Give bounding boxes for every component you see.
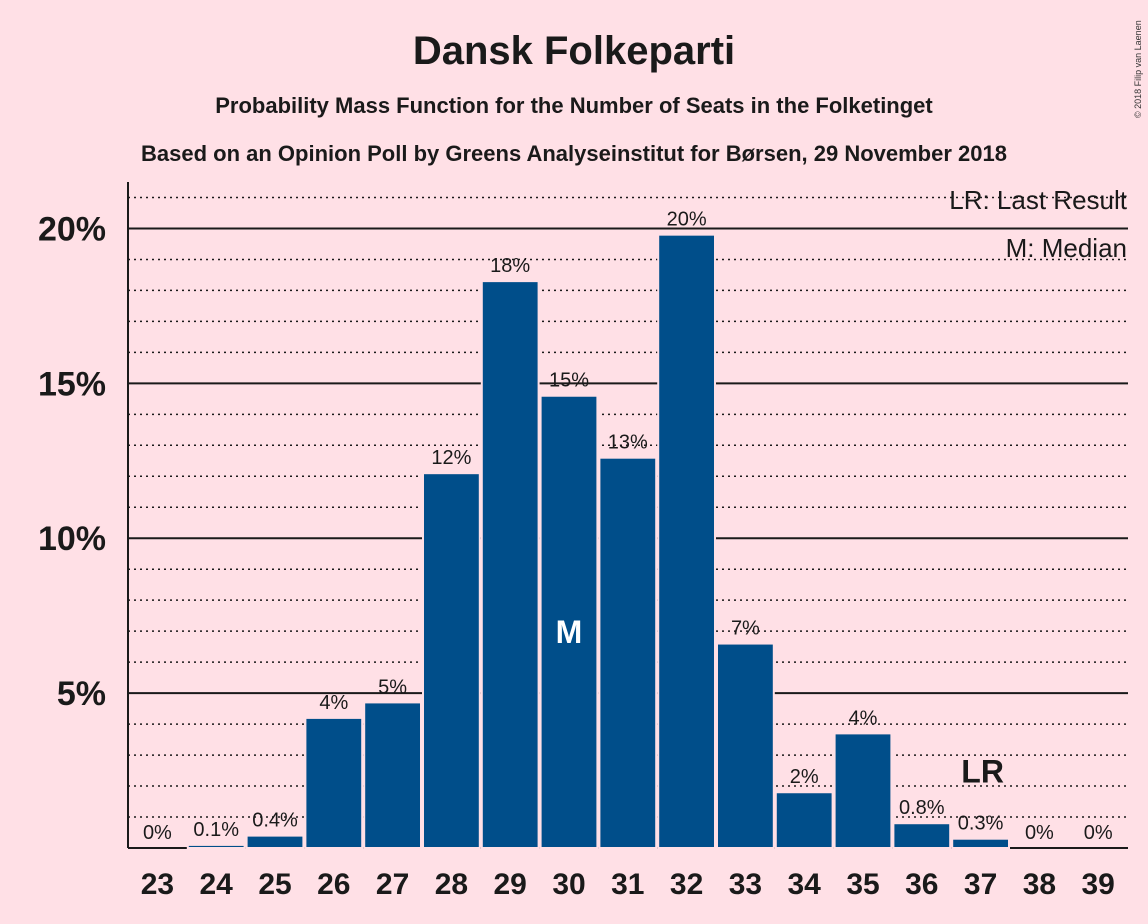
x-tick-label-39: 39: [1082, 868, 1115, 901]
data-label-seats-27: 5%: [378, 676, 407, 698]
data-labels: 0% 0.1% 0.4% 4% 5% 12% 18% 15% 13% 20% 7% 2% 4% 0.8% 0…: [143, 209, 1113, 844]
x-tick-label-28: 28: [435, 868, 468, 901]
data-label-seats-38: 0%: [1025, 822, 1054, 844]
bar-seats-27: [363, 701, 423, 849]
bar-seats-26: [304, 716, 364, 849]
chart-title: Dansk Folkeparti: [413, 29, 735, 73]
data-label-seats-28: 12%: [431, 447, 471, 469]
data-label-seats-37: 0.3%: [958, 813, 1004, 835]
bar-seats-30: [539, 394, 599, 849]
data-label-seats-33: 7%: [731, 618, 760, 640]
bar-seats-36: [892, 822, 952, 850]
bar-seats-28: [422, 472, 481, 849]
data-label-seats-26: 4%: [319, 692, 348, 714]
data-label-seats-24: 0.1%: [193, 819, 239, 841]
data-label-seats-36: 0.8%: [899, 797, 945, 819]
bar-seats-33: [716, 642, 775, 849]
data-label-seats-25: 0.4%: [252, 810, 298, 832]
bar-seats-29: [480, 280, 540, 849]
bar-seats-32: [657, 233, 717, 849]
y-tick-labels: 5% 10% 15% 20%: [38, 210, 106, 713]
markers: M LR: [556, 614, 1004, 789]
data-label-seats-35: 4%: [849, 707, 878, 729]
chart-subtitle-2: Based on an Opinion Poll by Greens Analy…: [141, 141, 1007, 166]
y-tick-label: 5%: [57, 675, 106, 713]
bar-seats-34: [774, 791, 834, 850]
bar-seats-24: [186, 843, 246, 850]
x-tick-label-27: 27: [376, 868, 409, 901]
bar-seats-31: [598, 456, 658, 849]
bars: [186, 233, 1011, 850]
data-label-seats-23: 0%: [143, 822, 172, 844]
data-label-seats-34: 2%: [790, 766, 819, 788]
x-tick-label-29: 29: [494, 868, 527, 901]
x-tick-label-26: 26: [317, 868, 350, 901]
y-tick-label: 15%: [38, 365, 106, 403]
copyright-notice: © 2018 Filip van Laenen: [1133, 20, 1143, 118]
data-label-seats-39: 0%: [1084, 822, 1113, 844]
x-tick-label-31: 31: [611, 868, 644, 901]
x-tick-label-25: 25: [258, 868, 291, 901]
x-tick-label-33: 33: [729, 868, 762, 901]
x-tick-label-23: 23: [141, 868, 174, 901]
x-tick-label-36: 36: [905, 868, 938, 901]
data-label-seats-30: 15%: [549, 370, 589, 392]
x-tick-label-35: 35: [846, 868, 879, 901]
legend-last-result: LR: Last Result: [949, 185, 1128, 215]
x-tick-label-32: 32: [670, 868, 703, 901]
y-tick-label: 20%: [38, 210, 106, 248]
x-tick-label-38: 38: [1023, 868, 1056, 901]
x-tick-label-30: 30: [552, 868, 585, 901]
x-tick-labels: 23 24 25 26 27 28 29 30 31 32 33 34 35 36 37 38 39: [141, 868, 1115, 901]
bar-seats-35: [833, 732, 893, 849]
bar-seats-37: [951, 837, 1011, 849]
chart-subtitle: Probability Mass Function for the Number…: [215, 93, 933, 118]
data-label-seats-29: 18%: [490, 255, 530, 277]
data-label-seats-31: 13%: [608, 432, 648, 454]
x-tick-label-34: 34: [788, 868, 822, 901]
median-marker: M: [556, 614, 583, 650]
bar-seats-25: [245, 834, 305, 850]
data-label-seats-32: 20%: [667, 209, 707, 231]
legend-median: M: Median: [1006, 233, 1127, 263]
y-tick-label: 10%: [38, 520, 106, 558]
x-tick-label-37: 37: [964, 868, 997, 901]
x-tick-label-24: 24: [200, 868, 234, 901]
last-result-marker: LR: [961, 754, 1004, 790]
